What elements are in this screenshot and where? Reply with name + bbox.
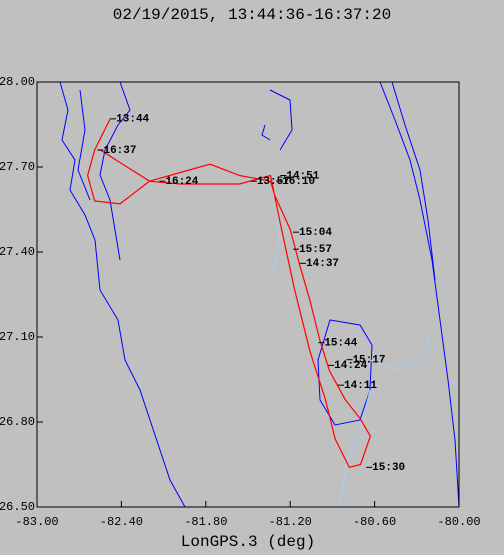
annotation: 15:30 xyxy=(372,462,405,474)
annotation: 15:44 xyxy=(324,338,357,350)
annotation: 15:17 xyxy=(352,355,385,367)
x-tick-label: -82.40 xyxy=(100,515,143,529)
y-tick-label: 26.80 xyxy=(0,415,35,429)
y-tick-label: 26.50 xyxy=(0,500,35,514)
annotation: 15:57 xyxy=(299,244,332,256)
y-tick-label: 28.00 xyxy=(0,75,35,89)
annotation: 16:37 xyxy=(103,145,136,157)
coastline xyxy=(59,81,460,508)
annotation: 15:04 xyxy=(299,227,332,239)
x-tick-label: -81.20 xyxy=(269,515,312,529)
annotation: 14:51 xyxy=(286,170,319,182)
annotation: 13:57 xyxy=(257,176,290,188)
x-axis-label: LonGPS.3 (deg) xyxy=(181,533,315,551)
x-tick-label: -83.00 xyxy=(15,515,58,529)
x-tick-label: -80.00 xyxy=(437,515,480,529)
track xyxy=(87,118,372,469)
plot-area xyxy=(37,82,459,507)
annotation: 13:44 xyxy=(116,114,149,126)
y-tick-label: 27.70 xyxy=(0,160,35,174)
y-tick-label: 27.10 xyxy=(0,330,35,344)
plot-frame xyxy=(36,81,460,508)
x-tick-label: -80.60 xyxy=(353,515,396,529)
chart-title: 02/19/2015, 13:44:36-16:37:20 xyxy=(113,6,391,24)
x-tick-label: -81.80 xyxy=(184,515,227,529)
annotation: 14:11 xyxy=(344,380,377,392)
annotation: 16:10 xyxy=(282,176,315,188)
annotation: 14:37 xyxy=(306,258,339,270)
annotation: 14:24 xyxy=(334,360,367,372)
annotation: 16:24 xyxy=(165,176,198,188)
y-tick-label: 27.40 xyxy=(0,245,35,259)
